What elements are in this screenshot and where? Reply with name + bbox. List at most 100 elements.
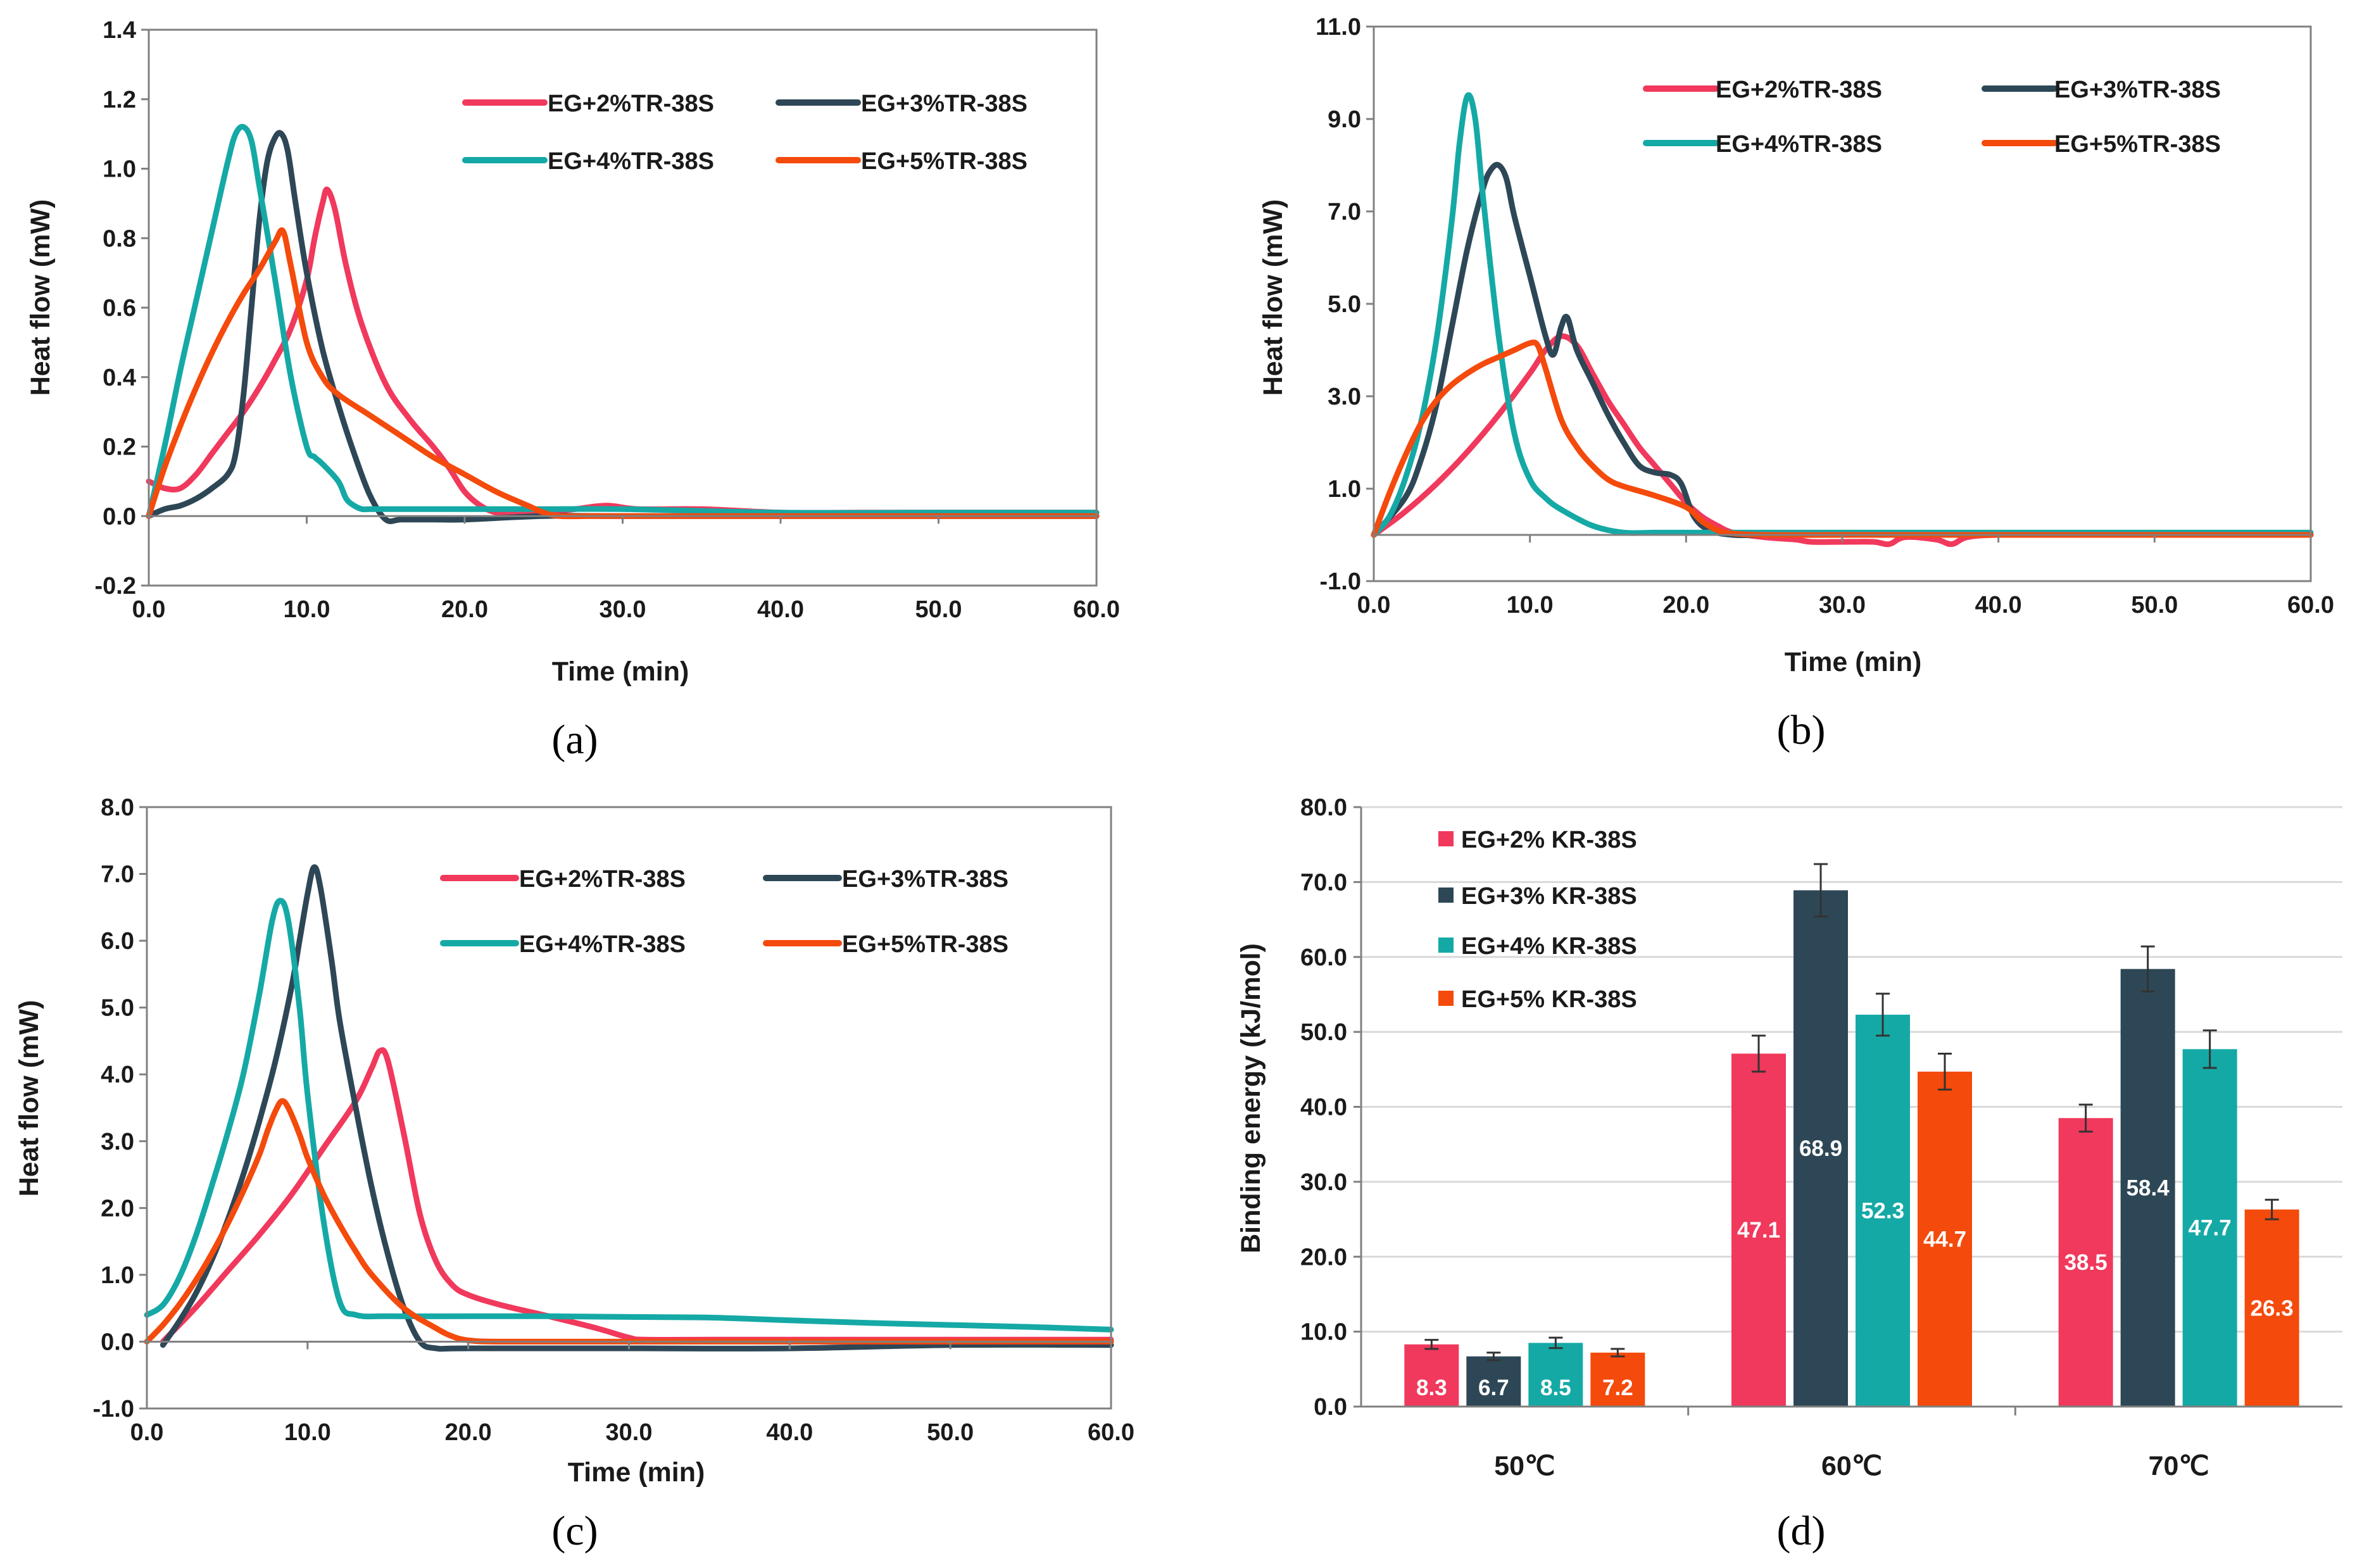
- bar-value-label: 68.9: [1799, 1136, 1842, 1161]
- series-line-4: [144, 898, 1114, 1333]
- x-tick-label: 20.0: [441, 596, 488, 623]
- legend-label-eg3: EG+3%TR-38S: [842, 866, 1008, 893]
- category-label: 60℃: [1821, 1451, 1882, 1481]
- legend-label-eg5: EG+5% KR-38S: [1461, 986, 1637, 1013]
- legend-label-eg4: EG+4% KR-38S: [1461, 933, 1637, 960]
- x-tick-label: 50.0: [2131, 592, 2178, 618]
- y-tick-label: -1.0: [1320, 568, 1361, 595]
- y-tick-label: 0.0: [1314, 1394, 1347, 1421]
- panel-label-a: (a): [551, 717, 598, 763]
- series-line-5: [144, 1098, 1114, 1345]
- y-tick-label: 3.0: [1328, 384, 1361, 410]
- x-tick-label: 10.0: [284, 596, 330, 623]
- x-tick-label: 30.0: [1819, 592, 1866, 618]
- y-tick-label: 1.0: [103, 156, 136, 183]
- legend-label-eg4: EG+4%TR-38S: [1716, 131, 1882, 158]
- x-tick-label: 10.0: [1507, 592, 1554, 618]
- y-axis-title: Heat flow (mW): [1258, 199, 1288, 396]
- x-tick-label: 50.0: [915, 596, 962, 623]
- bar: [1590, 1352, 1645, 1407]
- x-axis-title: Time (min): [568, 1457, 705, 1488]
- panel-label-b: (b): [1777, 707, 1826, 753]
- legend: EG+2% KR-38S EG+3% KR-38S EG+4% KR-38S E…: [1438, 827, 1637, 1013]
- y-tick-label: 80.0: [1300, 794, 1347, 821]
- x-tick-label: 20.0: [445, 1419, 492, 1446]
- x-axis-title: Time (min): [1785, 647, 1922, 677]
- series-line-4: [1371, 92, 2314, 538]
- y-tick-label: 50.0: [1300, 1019, 1347, 1046]
- y-tick-label: 1.0: [1328, 476, 1361, 503]
- x-tick-label: 60.0: [1088, 1419, 1134, 1446]
- y-tick-label: -1.0: [93, 1396, 134, 1422]
- y-tick-label: -0.2: [95, 573, 136, 599]
- x-tick-label: 60.0: [2287, 592, 2334, 618]
- legend-label-eg3: EG+3%TR-38S: [861, 91, 1027, 117]
- x-tick-label: 0.0: [132, 596, 166, 623]
- legend-label-eg2: EG+2% KR-38S: [1461, 827, 1637, 853]
- chart-panel-a: -0.20.00.20.40.60.81.01.21.4 0.0 10.0 20.0…: [25, 17, 1120, 763]
- bar-value-label: 7.2: [1602, 1376, 1633, 1400]
- x-tick-label: 0.0: [1357, 592, 1391, 618]
- bar-value-label: 52.3: [1861, 1198, 1904, 1223]
- bar: [1856, 1014, 1910, 1407]
- x-tick-label: 60.0: [1073, 596, 1120, 623]
- legend: EG+2%TR-38S EG+3%TR-38S EG+4%TR-38S EG+5…: [440, 866, 1008, 958]
- x-tick-label: 40.0: [766, 1419, 813, 1446]
- bar: [1404, 1344, 1459, 1407]
- y-tick-label: 10.0: [1300, 1319, 1347, 1346]
- bar: [2120, 969, 2175, 1407]
- legend-label-eg5: EG+5%TR-38S: [842, 931, 1008, 958]
- legend-label-eg2: EG+2%TR-38S: [519, 866, 686, 893]
- series-line-3: [160, 864, 1114, 1352]
- x-tick-label: 0.0: [130, 1419, 164, 1446]
- y-tick-label: 2.0: [101, 1195, 134, 1222]
- x-tick-label: 20.0: [1662, 592, 1709, 618]
- x-tick-label: 40.0: [1975, 592, 2022, 618]
- series-line-2: [146, 186, 1100, 517]
- bar: [1528, 1343, 1583, 1407]
- y-axis-title: Heat flow (mW): [14, 1000, 44, 1197]
- x-tick-label: 40.0: [757, 596, 804, 623]
- bar-value-label: 6.7: [1478, 1376, 1509, 1400]
- x-axis-title: Time (min): [552, 656, 689, 687]
- y-tick-label: 30.0: [1300, 1169, 1347, 1196]
- bar-value-label: 38.5: [2064, 1250, 2108, 1275]
- legend-label-eg3: EG+3% KR-38S: [1461, 883, 1637, 910]
- y-tick-label: 0.8: [103, 225, 136, 252]
- legend-label-eg5: EG+5%TR-38S: [861, 148, 1027, 175]
- bar: [1466, 1356, 1521, 1407]
- bar-value-label: 26.3: [2251, 1296, 2294, 1320]
- legend-label-eg2: EG+2%TR-38S: [548, 91, 714, 117]
- bar: [2244, 1209, 2299, 1407]
- bar: [2182, 1049, 2237, 1407]
- y-tick-label: 5.0: [101, 995, 134, 1022]
- chart-panel-d: 8.3 6.7 8.5 7.2 47.1 68.9 52.3 44.7 38.5 58.4 47.7…: [1236, 794, 2342, 1554]
- y-tick-label: 0.0: [103, 503, 136, 530]
- y-tick-label: 4.0: [101, 1062, 134, 1088]
- legend: EG+2%TR-38S EG+3%TR-38S EG+4%TR-38S EG+5…: [1643, 77, 2221, 158]
- bar-value-label: 47.7: [2189, 1216, 2232, 1241]
- y-tick-label: 60.0: [1300, 944, 1347, 971]
- y-tick-label: 0.0: [101, 1329, 134, 1355]
- bar-value-label: 8.3: [1416, 1376, 1447, 1400]
- y-tick-label: 0.6: [103, 295, 136, 322]
- legend-swatch-eg3: [1438, 887, 1454, 903]
- series-line-4: [146, 123, 1100, 519]
- panel-label-d: (d): [1777, 1508, 1826, 1554]
- y-tick-label: 9.0: [1328, 106, 1361, 133]
- y-tick-label: 6.0: [101, 928, 134, 955]
- y-tick-label: 11.0: [1316, 14, 1361, 41]
- y-tick-label: 40.0: [1300, 1094, 1347, 1121]
- y-tick-label: 20.0: [1300, 1244, 1347, 1270]
- x-tick-label: 30.0: [606, 1419, 653, 1446]
- chart-panel-c: -1.00.01.02.03.04.05.06.07.08.0 0.0 10.0 2…: [14, 794, 1134, 1554]
- bar-value-label: 58.4: [2126, 1176, 2170, 1200]
- x-tick-label: 30.0: [600, 596, 646, 623]
- plot-frame: [1373, 25, 2312, 582]
- y-axis-title: Heat flow (mW): [25, 199, 56, 396]
- y-tick-label: 7.0: [101, 862, 134, 888]
- legend-swatch-eg4: [1438, 938, 1454, 953]
- y-tick-label: 1.4: [103, 17, 136, 44]
- bar: [1918, 1071, 1972, 1407]
